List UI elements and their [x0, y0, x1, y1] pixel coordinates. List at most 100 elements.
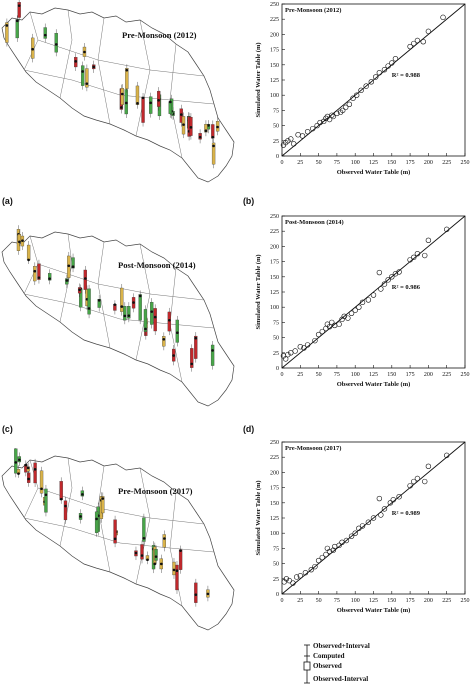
observed-bar	[162, 336, 166, 347]
observed-bar	[157, 90, 161, 107]
x-tick-label: 75	[334, 160, 340, 166]
data-point	[293, 574, 300, 580]
computed-marker	[153, 315, 157, 319]
data-point	[334, 110, 340, 117]
computed-marker	[141, 96, 145, 100]
observed-bar	[154, 549, 158, 561]
data-point	[350, 95, 356, 101]
computed-marker	[24, 463, 28, 467]
computed-marker	[71, 265, 75, 269]
computed-marker	[31, 47, 35, 51]
data-point	[381, 66, 388, 73]
computed-marker	[78, 288, 81, 292]
data-point	[319, 328, 325, 335]
computed-marker	[154, 555, 158, 558]
observed-bar	[135, 85, 140, 105]
x-tick-label: 200	[424, 598, 433, 604]
chart-title: Pre-Monsoon (2012)	[285, 7, 341, 14]
computed-marker	[59, 497, 63, 501]
data-point	[370, 292, 377, 298]
y-tick-label: 0	[276, 592, 279, 598]
data-point	[304, 128, 311, 135]
map-title: Pre-Monsoon (2017)	[118, 486, 193, 496]
observed-bar	[142, 517, 146, 542]
data-point	[310, 125, 316, 132]
observed-bar	[81, 65, 85, 86]
computed-marker	[175, 331, 179, 335]
observed-bar	[125, 68, 129, 89]
r-squared-annotation: R² = 0.989	[392, 510, 421, 517]
scatter-chart-2: 0 25 50 75 100 125 150 175 200 225 250 0 25 50 75 100 12…	[237, 212, 474, 417]
y-tick-label: 175	[270, 48, 279, 54]
x-tick-label: 225	[442, 372, 451, 378]
data-point	[319, 554, 325, 561]
data-point	[411, 40, 417, 47]
data-point	[376, 495, 383, 502]
computed-marker	[17, 4, 21, 7]
computed-marker	[125, 68, 129, 72]
data-point	[356, 304, 362, 310]
data-point	[407, 43, 413, 50]
data-point	[368, 79, 375, 85]
data-point	[414, 250, 421, 257]
y-tick-label: 25	[273, 351, 279, 357]
observed-bar	[211, 142, 216, 165]
y-tick-label: 0	[276, 366, 279, 372]
x-tick-label: 175	[406, 372, 415, 378]
computed-marker	[101, 497, 105, 500]
panel-label-a: (a)	[2, 196, 13, 206]
y-tick-label: 175	[270, 260, 279, 266]
map-title: Pre-Monsoon (2012)	[122, 30, 197, 40]
x-tick-label: 0	[281, 372, 284, 378]
computed-marker	[79, 515, 82, 518]
data-point	[444, 452, 450, 459]
x-tick-label: 25	[297, 372, 303, 378]
x-tick-label: 50	[316, 160, 322, 166]
data-point	[420, 38, 426, 45]
y-tick-label: 75	[273, 320, 279, 326]
observed-bar	[204, 124, 208, 133]
computed-marker	[211, 135, 215, 139]
data-point	[290, 580, 296, 586]
observed-bar	[140, 544, 144, 560]
data-point	[385, 277, 391, 283]
observed-bar	[14, 448, 18, 474]
data-point	[356, 525, 362, 532]
x-axis-label: Observed Water Table (m)	[337, 607, 411, 614]
computed-marker	[14, 461, 18, 464]
data-point	[352, 307, 358, 313]
one-to-one-line	[281, 441, 466, 595]
observed-bar	[120, 287, 124, 312]
observed-bar	[123, 306, 127, 321]
computed-marker	[85, 82, 89, 85]
data-point	[340, 107, 346, 114]
map-title: Post-Monsoon (2014)	[118, 260, 196, 270]
data-point	[359, 299, 366, 306]
computed-marker	[81, 70, 84, 73]
computed-marker	[144, 327, 147, 331]
data-point	[376, 70, 383, 76]
observed-bar	[33, 462, 37, 484]
legend-item: Observed	[313, 662, 342, 670]
y-axis-label: Simulated Water Table (m)	[255, 480, 262, 555]
computed-marker	[95, 517, 98, 521]
data-point	[407, 257, 413, 263]
computed-marker	[84, 277, 87, 280]
computed-marker	[150, 310, 154, 313]
y-tick-label: 225	[270, 455, 279, 461]
computed-marker	[15, 19, 19, 23]
data-point	[346, 101, 353, 108]
y-tick-label: 25	[273, 577, 279, 583]
observed-bar	[15, 19, 19, 39]
data-point	[365, 297, 372, 303]
observed-bar	[127, 306, 131, 319]
observed-bar	[33, 266, 37, 282]
data-point	[372, 74, 379, 80]
chart-title: Post-Monsoon (2014)	[285, 219, 344, 226]
observed-bar	[172, 561, 176, 576]
x-tick-label: 175	[406, 598, 415, 604]
computed-marker	[142, 536, 146, 540]
data-point	[378, 512, 384, 518]
computed-marker	[74, 60, 78, 63]
observed-bar	[194, 582, 198, 603]
